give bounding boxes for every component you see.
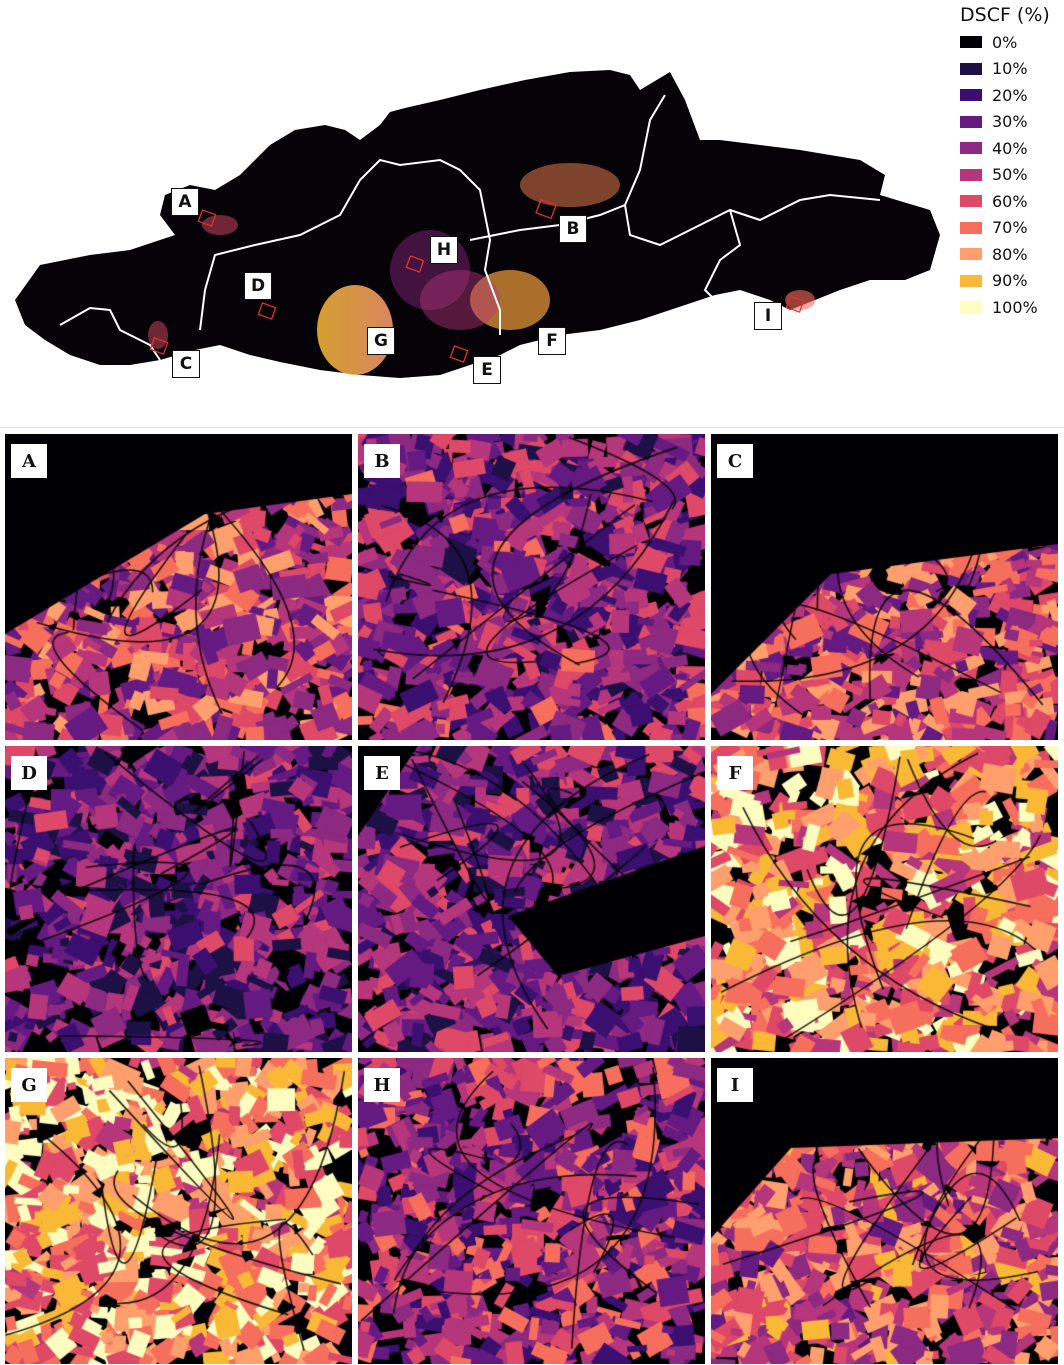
legend-swatch bbox=[960, 221, 982, 234]
panel-g-raster bbox=[5, 1058, 352, 1364]
panel-label-d: D bbox=[11, 756, 47, 790]
legend-item: 80% bbox=[958, 241, 1062, 268]
panel-label-b: B bbox=[364, 444, 400, 478]
panel-label-a: A bbox=[11, 444, 47, 478]
legend: DSCF (%) 0% 10% 20% 30% 40% 50% 60% 70% 80% 90% 10… bbox=[958, 4, 1062, 321]
panel-e-raster bbox=[358, 746, 705, 1052]
legend-swatch bbox=[960, 89, 982, 102]
legend-title: DSCF (%) bbox=[960, 4, 1050, 26]
legend-label: 50% bbox=[992, 165, 1028, 185]
panel-g: G bbox=[5, 1058, 352, 1364]
legend-label: 40% bbox=[992, 138, 1028, 158]
legend-label: 90% bbox=[992, 271, 1028, 291]
panel-c: C bbox=[711, 434, 1058, 740]
map-label-f: F bbox=[538, 327, 566, 355]
panel-label-f: F bbox=[717, 756, 753, 790]
panel-label-i: I bbox=[717, 1068, 753, 1102]
panel-e: E bbox=[358, 746, 705, 1052]
legend-item: 70% bbox=[958, 215, 1062, 242]
legend-item: 90% bbox=[958, 268, 1062, 295]
legend-swatch bbox=[960, 115, 982, 128]
hotspot-h2 bbox=[420, 270, 500, 330]
legend-item: 10% bbox=[958, 56, 1062, 83]
legend-item: 40% bbox=[958, 135, 1062, 162]
map-label-d: D bbox=[244, 272, 272, 300]
panel-a: A bbox=[5, 434, 352, 740]
panel-d: D bbox=[5, 746, 352, 1052]
legend-label: 70% bbox=[992, 218, 1028, 238]
map-label-i: I bbox=[754, 302, 782, 330]
legend-label: 10% bbox=[992, 59, 1028, 79]
map-label-g: G bbox=[367, 327, 395, 355]
region-shape bbox=[15, 70, 940, 378]
legend-swatch bbox=[960, 301, 982, 314]
panel-label-e: E bbox=[364, 756, 400, 790]
map-label-b: B bbox=[559, 215, 587, 243]
panel-h-raster bbox=[358, 1058, 705, 1364]
legend-item: 0% bbox=[958, 29, 1062, 56]
map-label-e: E bbox=[473, 356, 501, 384]
panel-label-c: C bbox=[717, 444, 753, 478]
panel-c-raster bbox=[711, 434, 1058, 740]
region-map bbox=[15, 70, 940, 378]
legend-item: 20% bbox=[958, 82, 1062, 109]
panel-h: H bbox=[358, 1058, 705, 1364]
map-label-c: C bbox=[172, 350, 200, 378]
panel-b-raster bbox=[358, 434, 705, 740]
legend-swatch bbox=[960, 248, 982, 261]
legend-item: 50% bbox=[958, 162, 1062, 189]
legend-item: 30% bbox=[958, 109, 1062, 136]
legend-swatch bbox=[960, 168, 982, 181]
map-label-a: A bbox=[171, 188, 199, 216]
panel-label-g: G bbox=[11, 1068, 47, 1102]
panel-f-raster bbox=[711, 746, 1058, 1052]
overview-map: A B C D E F G H I DSCF (%) 0% 10% 20% 30% 40… bbox=[0, 0, 1064, 400]
legend-label: 60% bbox=[992, 191, 1028, 211]
divider bbox=[0, 427, 1064, 428]
legend-swatch bbox=[960, 195, 982, 208]
legend-swatch bbox=[960, 142, 982, 155]
legend-label: 20% bbox=[992, 85, 1028, 105]
legend-item: 60% bbox=[958, 188, 1062, 215]
legend-label: 100% bbox=[992, 297, 1038, 317]
legend-item: 100% bbox=[958, 294, 1062, 321]
panel-d-raster bbox=[5, 746, 352, 1052]
map-label-h: H bbox=[430, 236, 458, 264]
hotspot-b bbox=[520, 163, 620, 207]
legend-label: 30% bbox=[992, 112, 1028, 132]
study-boxes bbox=[149, 198, 805, 363]
legend-swatch bbox=[960, 274, 982, 287]
legend-label: 80% bbox=[992, 244, 1028, 264]
panel-a-raster bbox=[5, 434, 352, 740]
panel-i: I bbox=[711, 1058, 1058, 1364]
hotspot-a bbox=[202, 215, 238, 235]
legend-label: 0% bbox=[992, 32, 1018, 52]
panel-i-raster bbox=[711, 1058, 1058, 1364]
legend-swatch bbox=[960, 62, 982, 75]
panel-label-h: H bbox=[364, 1068, 400, 1102]
legend-swatch bbox=[960, 36, 982, 49]
panel-b: B bbox=[358, 434, 705, 740]
panel-f: F bbox=[711, 746, 1058, 1052]
